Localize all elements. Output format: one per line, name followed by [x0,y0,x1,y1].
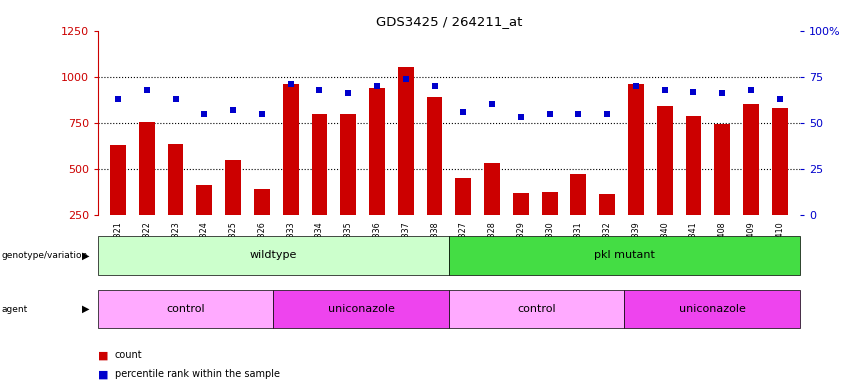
Text: ▶: ▶ [82,304,89,314]
Bar [311,114,328,215]
Text: genotype/variation: genotype/variation [2,251,88,260]
Point [168,96,182,102]
Bar [484,164,500,215]
Bar [397,67,414,215]
Bar [772,108,788,215]
Bar [283,84,299,215]
Text: ▶: ▶ [82,250,89,260]
Bar [110,145,126,215]
Point [428,83,442,89]
Text: ■: ■ [98,369,108,379]
Text: wildtype: wildtype [249,250,297,260]
Bar [743,104,759,215]
Text: uniconazole: uniconazole [679,304,745,314]
Point [716,90,729,96]
Bar [455,178,471,215]
Text: control: control [517,304,556,314]
Point [745,87,758,93]
Text: agent: agent [2,305,28,314]
Point [111,96,125,102]
Point [226,107,240,113]
Point [456,109,470,115]
Bar [628,84,644,215]
Point [284,81,298,87]
Point [600,111,614,117]
Text: count: count [115,350,142,360]
Point [658,87,671,93]
Text: uniconazole: uniconazole [328,304,395,314]
Point [629,83,643,89]
Text: pkl mutant: pkl mutant [594,250,655,260]
Bar [139,122,155,215]
Bar [599,194,615,215]
Bar [570,174,586,215]
Point [197,111,211,117]
Point [312,87,326,93]
Text: percentile rank within the sample: percentile rank within the sample [115,369,280,379]
Point [140,87,153,93]
Point [341,90,355,96]
Point [543,111,557,117]
Bar [686,116,701,215]
Title: GDS3425 / 264211_at: GDS3425 / 264211_at [375,15,523,28]
Text: ■: ■ [98,350,108,360]
Bar [226,160,241,215]
Bar [340,114,356,215]
Point [572,111,585,117]
Bar [426,97,443,215]
Bar [168,144,184,215]
Point [255,111,269,117]
Bar [254,189,270,215]
Point [485,101,499,108]
Point [773,96,786,102]
Point [399,76,413,82]
Bar [513,193,528,215]
Text: control: control [166,304,205,314]
Point [687,88,700,94]
Point [514,114,528,121]
Point [370,83,384,89]
Bar [714,124,730,215]
Bar [657,106,672,215]
Bar [542,192,557,215]
Bar [369,88,385,215]
Bar [197,185,212,215]
